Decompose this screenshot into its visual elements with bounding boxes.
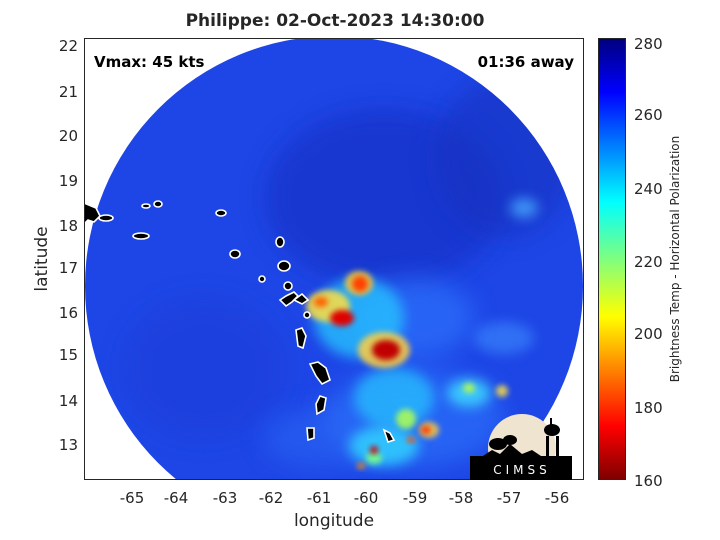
x-axis-label: longitude <box>293 511 375 531</box>
x-tick-label: -62 <box>258 489 284 507</box>
colorbar-tick-label: 280 <box>634 35 663 53</box>
y-tick-label: 14 <box>58 392 78 410</box>
colorbar-tick-label: 260 <box>634 106 663 124</box>
y-tick-label: 18 <box>58 217 78 235</box>
time-away-label: 01:36 away <box>477 53 574 71</box>
vmax-label: Vmax: 45 kts <box>94 53 205 71</box>
x-tick-label: -57 <box>496 489 522 507</box>
coastlines <box>84 200 396 444</box>
cimss-logo-icon: CIMSS <box>470 414 572 480</box>
brightness-temp-map <box>84 38 583 480</box>
x-tick-label: -60 <box>353 489 379 507</box>
y-tick-label: 16 <box>58 304 78 322</box>
x-tick-label: -61 <box>306 489 332 507</box>
y-tick-label: 21 <box>58 83 78 101</box>
y-axis-label: latitude <box>32 226 52 292</box>
logo-text: CIMSS <box>493 463 551 477</box>
y-tick-label: 13 <box>58 436 78 454</box>
y-tick-label: 19 <box>58 172 78 190</box>
y-tick-label: 17 <box>58 259 78 277</box>
map-plot-area[interactable] <box>84 38 584 480</box>
y-tick-label: 15 <box>58 346 78 364</box>
x-tick-label: -58 <box>448 489 474 507</box>
x-tick-label: -63 <box>212 489 238 507</box>
x-tick-label: -64 <box>163 489 189 507</box>
colorbar-tick-label: 160 <box>634 472 663 490</box>
colorbar-label: Brightness Temp - Horizontal Polarizatio… <box>668 135 682 383</box>
colorbar-tick-label: 200 <box>634 325 663 343</box>
microwave-swath <box>85 38 583 480</box>
x-tick-label: -65 <box>119 489 145 507</box>
chart-title: Philippe: 02-Oct-2023 14:30:00 <box>185 11 485 31</box>
x-tick-label: -56 <box>544 489 570 507</box>
y-tick-label: 20 <box>58 127 78 145</box>
colorbar-gradient <box>599 39 625 479</box>
x-tick-label: -59 <box>402 489 428 507</box>
colorbar-tick-label: 220 <box>634 253 663 271</box>
y-tick-label: 22 <box>58 37 78 55</box>
colorbar-tick-label: 180 <box>634 399 663 417</box>
colorbar <box>598 38 626 480</box>
colorbar-tick-label: 240 <box>634 180 663 198</box>
